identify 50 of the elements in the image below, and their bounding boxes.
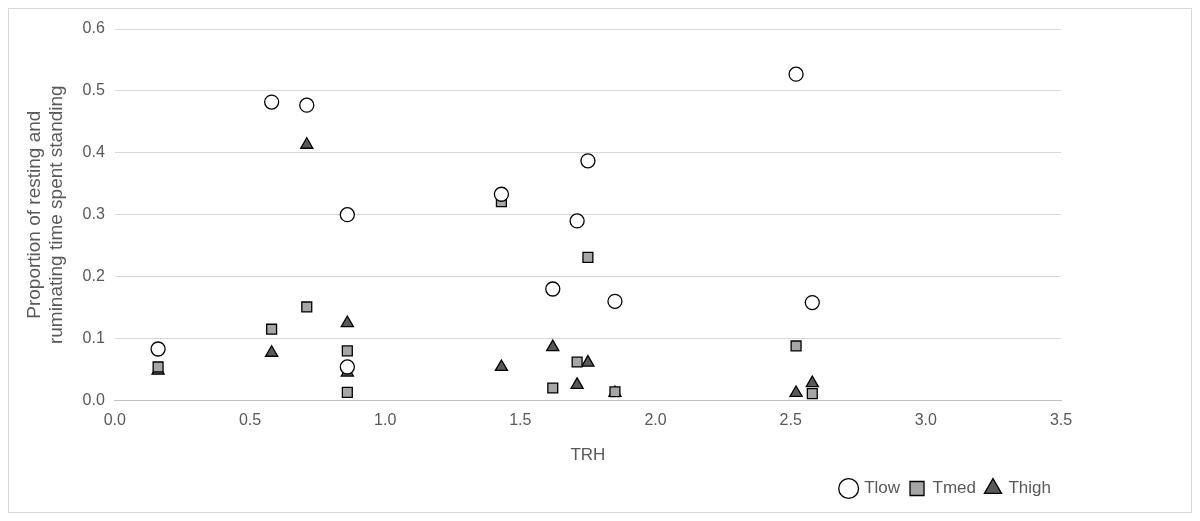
point xyxy=(341,345,353,357)
point xyxy=(569,213,585,229)
point xyxy=(340,315,355,328)
point xyxy=(264,345,279,357)
x-tick-label: 0.5 xyxy=(238,411,262,429)
y-tick-label: 0.2 xyxy=(82,267,105,285)
x-tick-label: 1.5 xyxy=(509,411,532,429)
x-tick-label: 1.0 xyxy=(374,411,397,429)
point xyxy=(580,153,596,169)
x-tick-label: 3.5 xyxy=(1049,411,1073,429)
point xyxy=(546,339,560,352)
point xyxy=(301,301,313,313)
y-tick-label: 0.1 xyxy=(82,328,105,346)
point xyxy=(266,323,278,335)
point xyxy=(494,359,509,372)
point xyxy=(789,385,803,398)
point xyxy=(493,186,510,202)
point xyxy=(570,377,584,390)
y-tick-label: 0.6 xyxy=(82,19,105,37)
point xyxy=(571,356,583,368)
point xyxy=(607,293,623,310)
point xyxy=(805,375,820,388)
y-tick-label: 0.5 xyxy=(82,81,105,99)
x-axis-title: TRH xyxy=(570,445,606,465)
x-tick-label: 2.5 xyxy=(779,411,802,429)
point xyxy=(581,354,595,367)
point xyxy=(790,340,802,352)
x-tick-label: 3.0 xyxy=(914,411,938,429)
legend-label: Tlow xyxy=(864,478,901,498)
point xyxy=(150,341,166,357)
point xyxy=(788,66,804,82)
point xyxy=(299,97,315,113)
y-tick-label: 0.0 xyxy=(82,390,105,408)
point xyxy=(339,359,355,375)
point xyxy=(804,294,820,311)
y-tick-label: 0.3 xyxy=(82,205,105,223)
point xyxy=(582,251,594,264)
point xyxy=(545,281,561,297)
x-tick-label: 0.0 xyxy=(103,411,127,429)
x-tick-label: 2.0 xyxy=(644,411,667,429)
point xyxy=(300,137,314,149)
point xyxy=(263,94,280,110)
legend-label: Thigh xyxy=(1008,478,1052,498)
y-axis-title: Proportion of resting and ruminating time spent standing xyxy=(22,85,67,345)
point xyxy=(806,387,818,400)
legend-label: Tmed xyxy=(932,478,976,498)
point xyxy=(547,382,559,394)
point xyxy=(341,386,353,398)
y-tick-label: 0.4 xyxy=(82,143,105,161)
point xyxy=(339,207,355,223)
